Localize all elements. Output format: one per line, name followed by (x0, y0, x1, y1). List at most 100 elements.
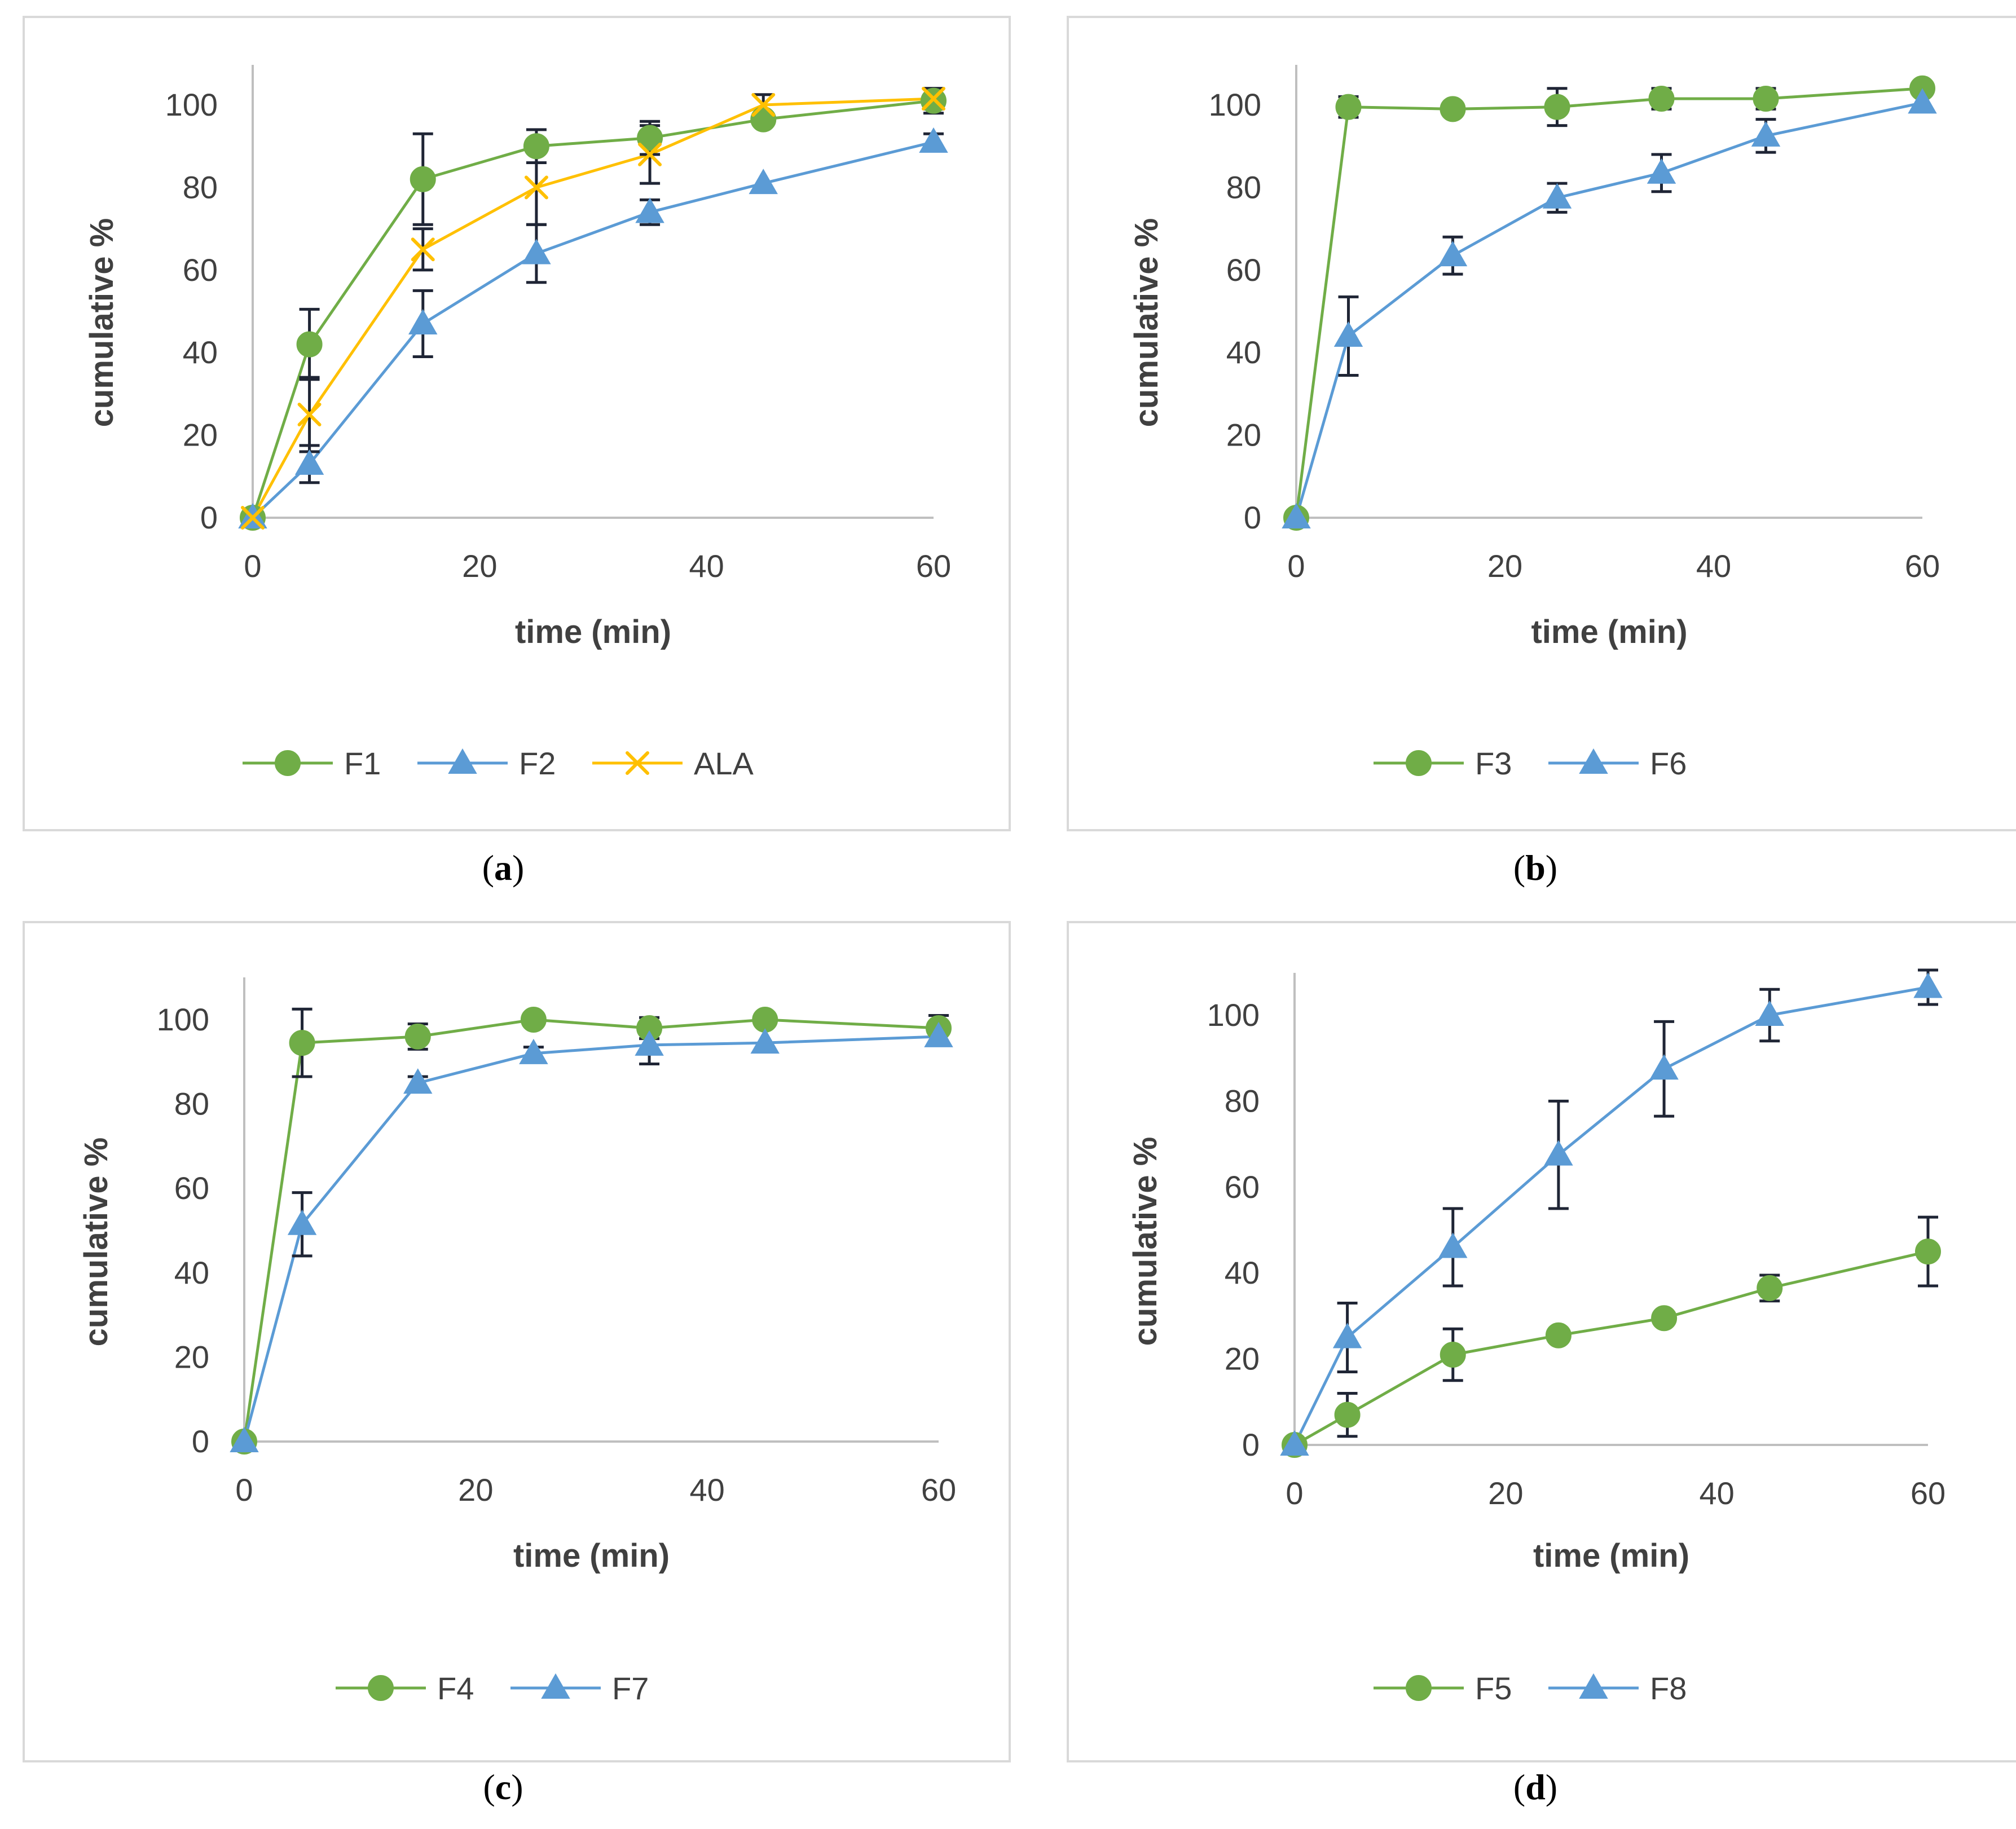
data-point-ALA (241, 506, 265, 530)
legend-marker (1579, 1673, 1608, 1699)
legend-item-F6: F6 (1548, 746, 1687, 781)
legend-marker (368, 1675, 394, 1701)
chart-border (23, 921, 1011, 1762)
legend-item-F4: F4 (336, 1671, 474, 1706)
legend-label: ALA (694, 746, 754, 781)
data-point-F8 (1438, 1232, 1468, 1258)
x-tick-label: 20 (462, 548, 497, 584)
legend-label: F5 (1475, 1671, 1512, 1706)
legend-label: F3 (1475, 746, 1512, 781)
y-tick-label: 80 (1226, 169, 1261, 205)
y-tick-label: 100 (165, 87, 218, 122)
data-point-F7 (750, 1028, 780, 1054)
data-point-F8 (1332, 1323, 1362, 1348)
data-point-F5 (1334, 1402, 1361, 1428)
chart-panel-d: 0 20 40 60 80 100 0 20 40 60 time (min) cumulative … (1067, 921, 2016, 1762)
y-tick-label: 0 (1244, 500, 1261, 535)
x-tick-label: 40 (689, 548, 724, 584)
x-tick-label: 40 (1696, 548, 1731, 584)
x-tick-label: 0 (244, 548, 261, 584)
legend-marker (448, 748, 477, 774)
y-tick-label: 100 (1209, 87, 1261, 122)
x-tick-label: 20 (1488, 1475, 1523, 1511)
data-point-F6 (1282, 503, 1311, 528)
data-point-F7 (287, 1209, 317, 1235)
chart-border (1067, 16, 2016, 831)
data-point-F7 (924, 1021, 953, 1047)
legend-label: F4 (437, 1671, 474, 1706)
chart-border (1067, 921, 2016, 1762)
legend-marker (1406, 1675, 1432, 1701)
legend-item-F5: F5 (1374, 1671, 1512, 1706)
data-point-F7 (519, 1038, 548, 1064)
data-point-F8 (1280, 1430, 1309, 1456)
legend-marker (541, 1673, 570, 1699)
data-point-F8 (1913, 972, 1943, 998)
chart-panel-a: 0 20 40 60 80 100 0 20 40 60 time (min) cumulative … (23, 16, 1011, 831)
y-axis-title: cumulative % (83, 218, 120, 427)
y-axis-title: cumulative % (1128, 218, 1165, 427)
data-point-ALA (411, 237, 435, 262)
data-point-ALA (922, 87, 945, 111)
x-tick-label: 40 (690, 1472, 725, 1508)
data-point-F8 (1649, 1054, 1679, 1080)
data-point-F1 (523, 133, 549, 160)
x-tick-label: 0 (1286, 1475, 1303, 1511)
x-tick-label: 60 (921, 1472, 956, 1508)
y-tick-label: 40 (1226, 334, 1261, 370)
legend-item-F8: F8 (1548, 1671, 1687, 1706)
panel-caption: (d) (1513, 1767, 1557, 1807)
y-tick-label: 80 (1225, 1083, 1260, 1118)
panel-caption: (c) (483, 1767, 523, 1807)
legend-item-ALA: ALA (592, 746, 754, 781)
data-point-F7 (230, 1426, 259, 1452)
data-point-F3 (1544, 94, 1570, 120)
y-tick-label: 40 (183, 334, 218, 370)
data-point-F5 (1545, 1322, 1572, 1348)
x-axis-title: time (min) (513, 1537, 670, 1574)
data-point-F8 (1755, 1000, 1784, 1026)
y-tick-label: 60 (174, 1170, 209, 1206)
data-point-F6 (1333, 321, 1363, 347)
data-point-F2 (294, 449, 324, 475)
data-point-F2 (919, 127, 948, 153)
legend-marker (1406, 750, 1432, 776)
panel-caption: (a) (482, 848, 525, 888)
x-tick-label: 60 (1911, 1475, 1945, 1511)
data-point-F3 (1335, 94, 1362, 120)
data-point-F6 (1542, 183, 1572, 209)
y-tick-label: 100 (1207, 997, 1260, 1033)
x-tick-label: 0 (235, 1472, 253, 1508)
data-point-F7 (403, 1068, 433, 1094)
data-point-F6 (1908, 88, 1937, 114)
panel-caption: (b) (1513, 848, 1557, 888)
legend-item-F7: F7 (510, 1671, 649, 1706)
legend-marker (275, 750, 301, 776)
data-point-F2 (408, 308, 438, 334)
legend-item-F2: F2 (417, 746, 556, 781)
data-point-F6 (1647, 158, 1676, 184)
y-tick-label: 20 (1226, 417, 1261, 453)
data-point-F8 (1544, 1140, 1573, 1166)
data-point-F4 (520, 1007, 547, 1033)
x-tick-label: 40 (1700, 1475, 1735, 1511)
data-point-F5 (1757, 1275, 1783, 1301)
chart-border (23, 16, 1011, 831)
legend-label: F8 (1650, 1671, 1687, 1706)
y-tick-label: 40 (1225, 1255, 1260, 1290)
y-axis-title: cumulative % (1127, 1137, 1164, 1346)
y-tick-label: 20 (183, 417, 218, 453)
y-tick-label: 20 (1225, 1341, 1260, 1377)
data-point-F3 (1648, 86, 1675, 112)
y-tick-label: 60 (1226, 252, 1261, 288)
legend-marker (626, 751, 649, 775)
data-point-F1 (637, 125, 663, 151)
y-tick-label: 80 (183, 169, 218, 205)
data-point-F7 (635, 1030, 664, 1056)
data-point-ALA (638, 142, 662, 166)
y-tick-label: 0 (1242, 1427, 1260, 1462)
legend-item-F1: F1 (243, 746, 381, 781)
data-point-F4 (289, 1030, 315, 1056)
